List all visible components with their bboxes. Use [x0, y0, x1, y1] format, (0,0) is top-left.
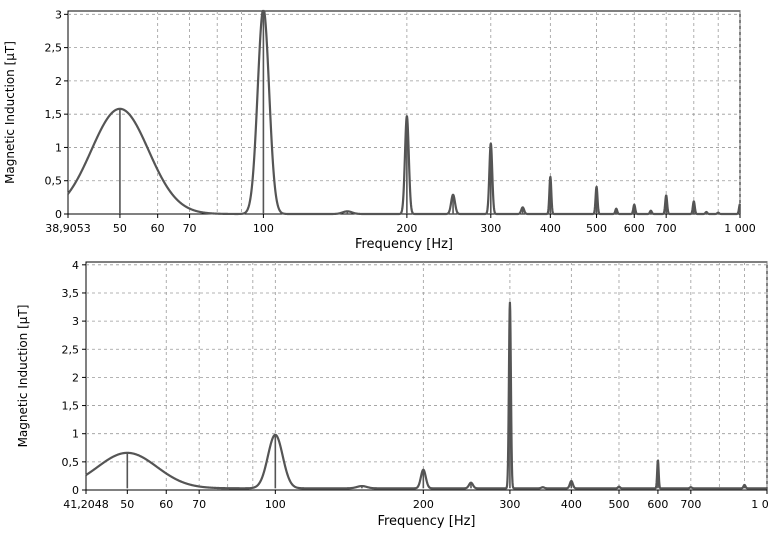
spectrum-line — [85, 301, 768, 490]
x-tick-label: 300 — [480, 222, 501, 235]
plot-area — [85, 261, 768, 491]
x-tick-label: 70 — [192, 498, 206, 511]
spectrum-line — [67, 9, 741, 216]
x-tick-label: 200 — [413, 498, 434, 511]
x-tick-label: 50 — [120, 498, 134, 511]
y-tick-label: 4 — [72, 259, 79, 272]
x-tick-label: 70 — [183, 222, 197, 235]
chart-2: 41,2048 50 60 70 100 200 300 400 500 600 700 1 000 0… — [16, 259, 769, 529]
x-axis-label: Frequency [Hz] — [355, 237, 453, 252]
x-axis-label: Frequency [Hz] — [377, 514, 475, 529]
x-tick-label: 600 — [647, 498, 668, 511]
chart-1: 38,9053 50 60 70 100 200 300 400 500 600 700 1 000 0… — [3, 8, 756, 252]
y-axis-label: Magnetic Induction [µT] — [3, 41, 17, 184]
y-tick-label: 0,5 — [45, 175, 63, 188]
y-tick-label: 2,5 — [45, 42, 63, 55]
x-tick-label: 600 — [624, 222, 645, 235]
y-tick-label: 2 — [72, 371, 79, 384]
y-tick-label: 3 — [72, 315, 79, 328]
y-tick-label: 1,5 — [62, 400, 80, 413]
x-tick-label: 700 — [656, 222, 677, 235]
x-tick-label: 1 000 — [751, 498, 769, 511]
x-tick-label: 60 — [151, 222, 165, 235]
x-tick-label: 38,9053 — [45, 222, 91, 235]
x-tick-label: 400 — [540, 222, 561, 235]
y-tick-label: 0 — [72, 484, 79, 497]
x-tick-label: 60 — [159, 498, 173, 511]
y-tick-label: 0 — [55, 208, 62, 221]
x-tick-label: 500 — [608, 498, 629, 511]
x-tick-label: 50 — [113, 222, 127, 235]
x-tick-label: 400 — [561, 498, 582, 511]
x-tick-label: 100 — [265, 498, 286, 511]
y-tick-label: 2 — [55, 75, 62, 88]
x-tick-label: 100 — [253, 222, 274, 235]
y-tick-label: 1 — [55, 141, 62, 154]
x-tick-label: 500 — [586, 222, 607, 235]
x-tick-label: 1 000 — [724, 222, 756, 235]
x-tick-label: 41,2048 — [63, 498, 109, 511]
y-axis-label: Magnetic Induction [µT] — [16, 305, 30, 448]
y-tick-label: 1 — [72, 428, 79, 441]
y-tick-label: 0,5 — [62, 456, 80, 469]
y-tick-label: 1,5 — [45, 108, 63, 121]
y-tick-label: 3 — [55, 8, 62, 21]
x-tick-label: 200 — [396, 222, 417, 235]
y-tick-label: 2,5 — [62, 343, 80, 356]
x-tick-label: 300 — [499, 498, 520, 511]
y-tick-label: 3,5 — [62, 287, 80, 300]
x-tick-label: 700 — [680, 498, 701, 511]
